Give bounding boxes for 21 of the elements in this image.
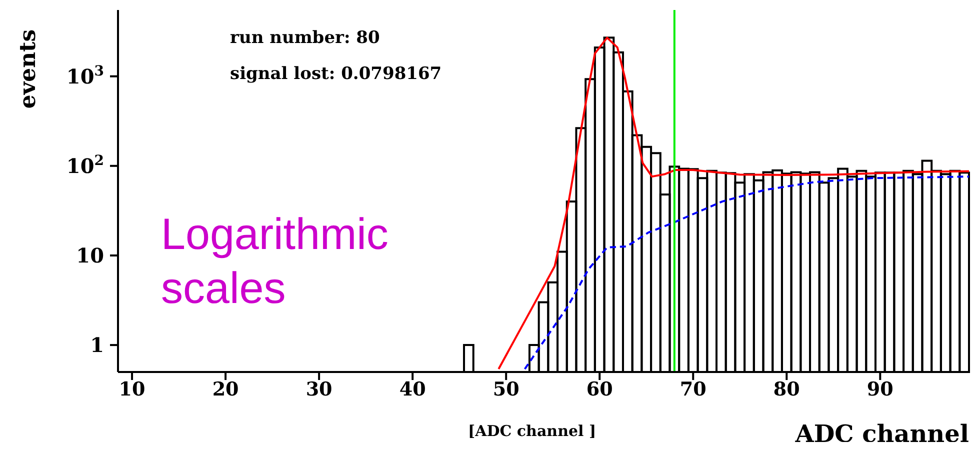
y-tick-label: 10 [76, 243, 104, 268]
x-tick-label: 40 [399, 378, 426, 400]
y-tick-label: 10$^{3}$ [66, 63, 104, 88]
annotation: signal lost: 0.0798167 [230, 64, 442, 84]
x-tick-label: 90 [866, 378, 894, 400]
y-axis-title: events [15, 28, 41, 111]
text: [ADC channel ] [468, 422, 596, 440]
x-tick-label: 80 [773, 378, 800, 400]
annotation: Logarithmic scales [161, 209, 390, 315]
y-tick-label: 10$^{2}$ [66, 152, 104, 178]
x-tick-label: 50 [492, 378, 520, 400]
x-tick-label: 70 [680, 378, 706, 400]
annotation: run number: 80 [230, 28, 380, 48]
x-tick-label: 10 [118, 378, 146, 400]
x-tick-label: 60 [586, 378, 613, 400]
line-series [524, 176, 969, 370]
x-tick-label: 20 [212, 378, 239, 400]
x-tick-label: 30 [306, 378, 332, 400]
x-axis-title: ADC channel [794, 419, 969, 448]
line-series [498, 36, 969, 370]
y-tick-label: 1 [90, 333, 104, 358]
